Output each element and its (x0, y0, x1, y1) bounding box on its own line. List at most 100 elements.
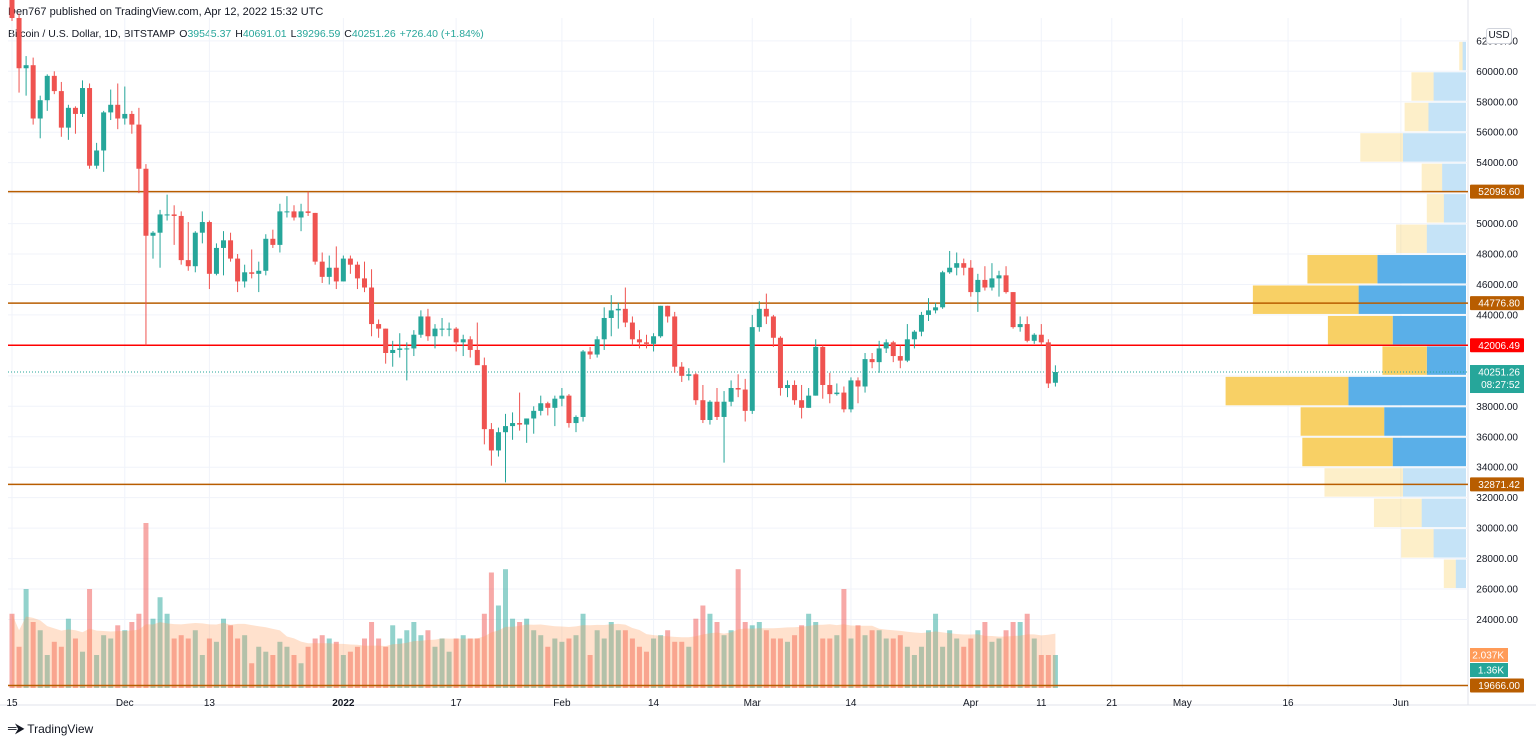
volume-bar (1038, 655, 1044, 688)
volume-bar (742, 622, 748, 688)
volume-bar (404, 630, 410, 688)
candle-body (411, 334, 417, 349)
price-tick-label: 28000.00 (1476, 554, 1518, 565)
candle-body (122, 113, 128, 119)
candle-body (164, 214, 170, 216)
candle-body (270, 238, 276, 245)
volume-bar (213, 641, 219, 688)
volume-bar (333, 641, 339, 688)
volume-profile-up-bar (1252, 285, 1359, 314)
legend-symbol[interactable]: Bitcoin / U.S. Dollar, 1D, BITSTAMP (8, 28, 176, 40)
volume-profile-down-bar (1426, 224, 1466, 254)
volume-bar (171, 638, 177, 688)
legend-low-label: L (290, 28, 297, 40)
volume-profile-up-bar (1302, 437, 1393, 467)
volume-bar (376, 638, 382, 688)
candle-body (418, 316, 424, 335)
volume-bar (876, 630, 882, 688)
volume-bar (16, 646, 22, 688)
candle-body (291, 211, 297, 218)
volume-bar (615, 630, 621, 688)
volume-bar (989, 641, 995, 688)
candle-body (911, 331, 917, 340)
volume-bar (770, 638, 776, 688)
candle-body (707, 401, 713, 420)
candle-body (918, 314, 924, 332)
legend-low: 39296.59 (296, 28, 341, 40)
candle-body (538, 403, 544, 411)
volume-last-tag (1470, 663, 1508, 677)
candle-body (115, 104, 121, 119)
candle-body (644, 342, 649, 344)
volume-bar (94, 655, 100, 688)
candle-body (354, 264, 360, 279)
volume-bar (58, 646, 64, 688)
volume-bar (397, 638, 403, 688)
volume-bar (792, 635, 798, 688)
volume-bar (305, 646, 311, 688)
level-price-tag (1470, 338, 1524, 353)
volume-bar (1003, 630, 1009, 688)
candle-body (488, 429, 494, 451)
volume-bar (474, 638, 480, 688)
volume-bar (728, 630, 734, 688)
candle-body (340, 258, 346, 282)
volume-bar (954, 638, 960, 688)
candle-body (721, 401, 727, 417)
volume-bar (1024, 613, 1030, 688)
candle-body (171, 214, 177, 216)
candle-body (453, 328, 459, 343)
candle-body (629, 322, 635, 340)
volume-profile-down-bar (1358, 285, 1466, 314)
candle-body (326, 267, 332, 277)
volume-profile-up-bar (1411, 72, 1434, 101)
candle-body (806, 395, 812, 408)
volume-profile-up-bar (1324, 468, 1403, 497)
volume-bar (707, 613, 713, 688)
volume-bar (326, 638, 332, 688)
candle-body (742, 389, 748, 411)
legend-change: +726.40 (+1.84%) (399, 28, 484, 40)
candle-body (446, 328, 452, 330)
candle-body (1031, 334, 1037, 341)
volume-bar (72, 638, 78, 688)
volume-bar (291, 655, 297, 688)
time-tick-label: 15 (6, 698, 18, 709)
candle-body (23, 65, 29, 69)
candle-body (686, 374, 692, 376)
volume-bar (129, 622, 135, 688)
candle-body (312, 212, 318, 262)
volume-bar (157, 597, 163, 688)
volume-bar (531, 630, 537, 688)
candle-body (319, 261, 325, 277)
candle-body (608, 310, 614, 318)
volume-profile-down-bar (1402, 133, 1466, 162)
candle-body (728, 388, 734, 402)
volume-bar (432, 646, 438, 688)
candle-body (481, 365, 487, 430)
candle-body (1045, 342, 1051, 384)
candle-body (799, 400, 805, 408)
volume-profile-up-bar (1373, 498, 1422, 528)
volume-ma-area (12, 613, 1056, 688)
candle-body (503, 426, 508, 433)
candle-body (982, 279, 988, 288)
volume-bar (848, 638, 854, 688)
candle-body (897, 356, 903, 361)
volume-bar (785, 641, 790, 688)
volume-profile-down-bar (1348, 376, 1466, 406)
price-tick-label: 38000.00 (1476, 402, 1518, 413)
candle-body (298, 211, 304, 218)
volume-bar (347, 651, 353, 688)
currency-button[interactable]: USD (1486, 28, 1512, 44)
candle-body (1010, 292, 1016, 328)
volume-bar (975, 630, 981, 688)
level-price-tag (1470, 678, 1524, 693)
volume-profile-up-bar (1360, 133, 1403, 162)
volume-bar (777, 638, 783, 688)
volume-profile-up-bar (1396, 224, 1427, 254)
time-tick-label: 2022 (332, 698, 355, 709)
volume-bar (961, 646, 967, 688)
volume-bar (270, 655, 276, 688)
